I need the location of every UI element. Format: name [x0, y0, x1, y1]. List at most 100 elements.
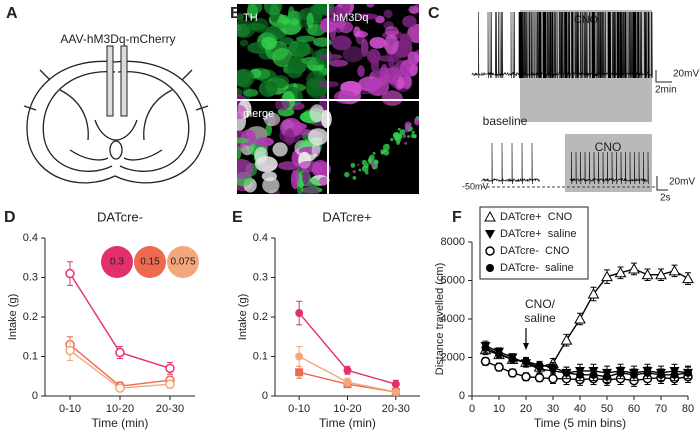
trace-line	[569, 151, 649, 185]
cell	[404, 141, 408, 145]
cell	[390, 137, 394, 142]
y-tick-label: 0.3	[23, 271, 38, 283]
marker	[603, 372, 611, 381]
trace	[481, 142, 649, 185]
cell	[237, 146, 242, 160]
y-tick-label: 0.1	[23, 350, 38, 362]
cell	[254, 147, 268, 163]
marker	[295, 309, 304, 318]
cell	[384, 34, 399, 55]
marker	[391, 380, 400, 389]
box-label: CNO	[595, 140, 622, 154]
y-tick-label: 0.4	[253, 232, 268, 244]
marker	[494, 362, 504, 372]
y-axis-label: Intake (g)	[237, 294, 249, 340]
scale-label: 2min	[655, 85, 677, 96]
cell	[383, 9, 393, 19]
cell	[380, 151, 385, 155]
marker	[495, 349, 503, 358]
marker	[295, 352, 304, 361]
cell	[243, 88, 259, 97]
legend-label: DATcre- saline	[500, 262, 574, 274]
cell	[328, 59, 349, 67]
image-label: TH	[243, 12, 258, 24]
cell	[372, 151, 376, 155]
x-tick-label: 60	[628, 403, 640, 415]
marker	[115, 347, 125, 358]
marker	[343, 378, 352, 387]
x-axis-label: Time (5 min bins)	[534, 416, 626, 430]
annotation: saline	[524, 311, 556, 325]
cell	[277, 161, 299, 171]
trace-line	[471, 11, 653, 79]
cell	[375, 15, 385, 24]
cell	[358, 168, 362, 172]
cell	[286, 66, 303, 79]
marker	[670, 370, 679, 379]
marker	[587, 287, 600, 299]
cell	[302, 169, 310, 186]
cell	[272, 142, 288, 157]
marker	[508, 355, 517, 364]
marker	[534, 372, 545, 383]
marker	[548, 373, 558, 384]
optic-probe	[120, 45, 128, 117]
cell	[411, 130, 415, 135]
cell	[399, 33, 412, 53]
x-tick-label: 0-10	[59, 403, 81, 415]
cell	[237, 104, 247, 120]
marker	[391, 388, 400, 397]
cell	[350, 162, 356, 168]
cell	[370, 54, 380, 74]
cell	[265, 123, 272, 137]
marker	[657, 370, 665, 379]
y-tick-label: 0	[262, 390, 268, 402]
cell	[263, 4, 283, 16]
cell	[311, 142, 321, 158]
cell	[352, 175, 357, 180]
panel-letter: C	[428, 5, 440, 22]
cell	[355, 31, 369, 38]
annotation-arrowhead	[523, 343, 529, 350]
y-tick-label: 0.2	[23, 311, 38, 323]
legend-swatch	[101, 246, 133, 278]
cell	[420, 115, 427, 122]
cell	[237, 13, 245, 21]
legend-box	[479, 206, 589, 280]
cell	[270, 75, 290, 89]
cell	[357, 65, 365, 77]
y-tick-label: 2000	[441, 351, 465, 363]
cell	[237, 158, 254, 179]
marker	[343, 366, 352, 375]
cell	[298, 9, 307, 29]
cell	[296, 177, 304, 194]
x-tick-label: 80	[682, 403, 694, 415]
x-tick-label: 70	[655, 403, 667, 415]
cell	[313, 37, 332, 47]
cell	[261, 171, 277, 182]
marker	[562, 368, 571, 377]
y-axis-label: Distance travelled (cm)	[434, 263, 446, 375]
trace-line	[481, 142, 541, 185]
cell	[331, 35, 352, 51]
x-tick-label: 20	[520, 403, 532, 415]
x-tick-label: 0	[469, 403, 475, 415]
marker	[560, 334, 573, 345]
series-line	[485, 347, 689, 378]
cell	[344, 171, 350, 178]
marker	[655, 268, 667, 280]
trace-label: baseline	[483, 114, 528, 128]
cell	[237, 137, 249, 144]
brain-section	[23, 60, 209, 184]
image-label: merge	[243, 108, 274, 120]
y-tick-label: 4000	[441, 313, 465, 325]
cell	[306, 12, 314, 29]
cell	[297, 160, 321, 173]
cell	[255, 137, 274, 147]
cell	[402, 15, 417, 28]
cell	[319, 53, 343, 61]
cell	[396, 141, 400, 145]
annotation: CNO/	[525, 297, 556, 311]
panel-letter: F	[452, 209, 462, 226]
